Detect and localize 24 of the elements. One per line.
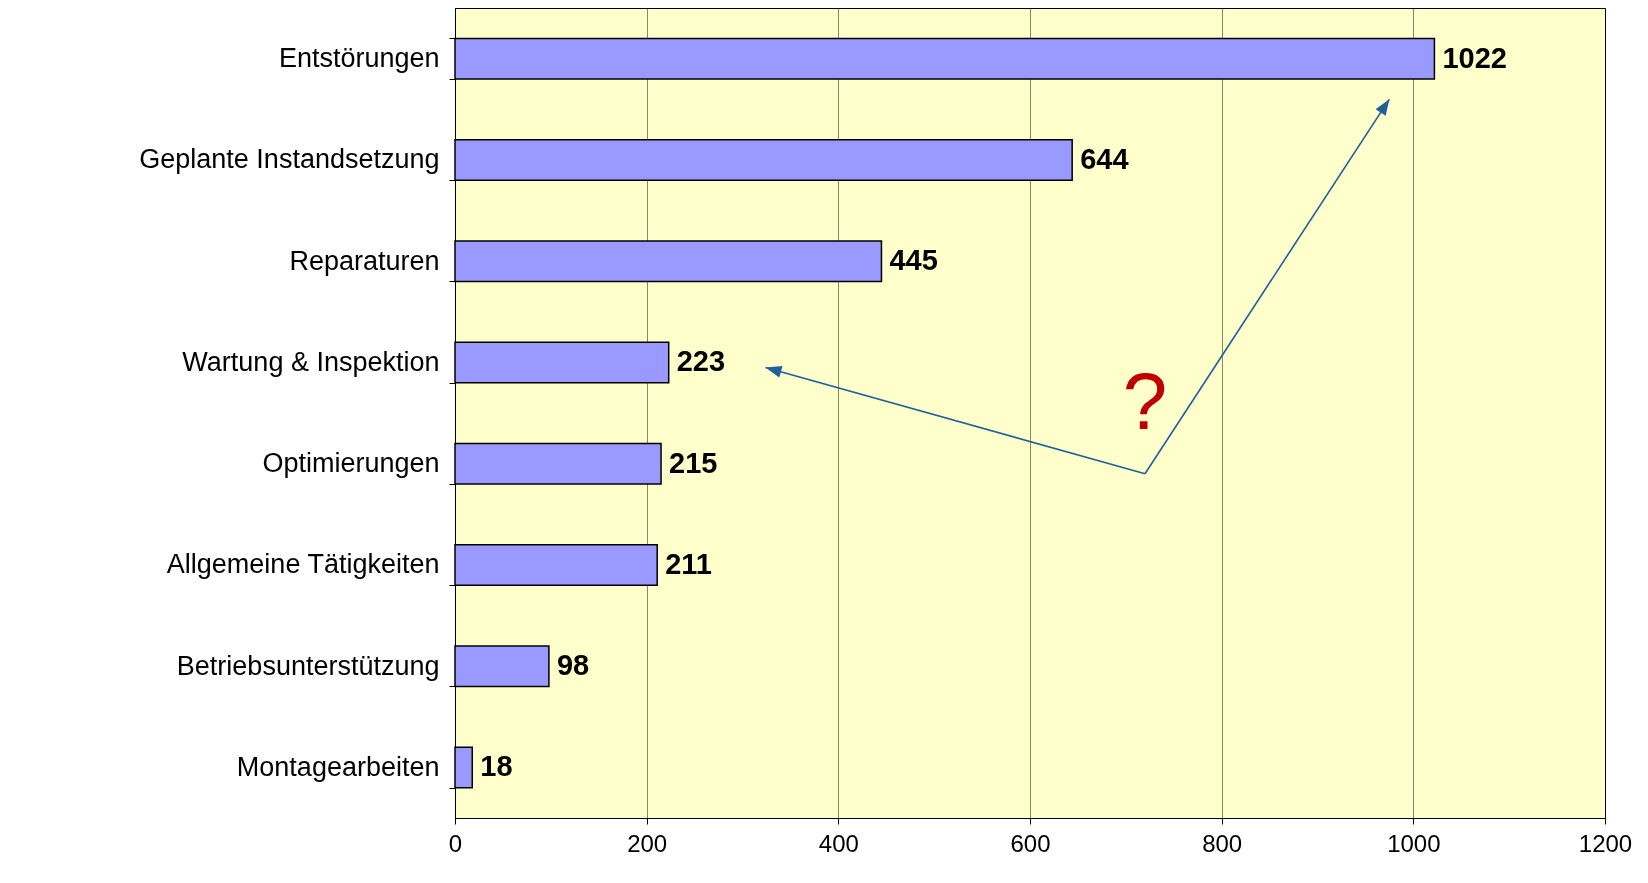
data-label: 215: [669, 446, 718, 479]
y-tick-label: Geplante Instandsetzung: [139, 144, 440, 175]
x-tick-label: 200: [627, 829, 668, 857]
y-tick-label: Wartung & Inspektion: [182, 346, 440, 377]
data-label: 1022: [1442, 41, 1507, 74]
y-tick-label: Allgemeine Tätigkeiten: [166, 549, 440, 580]
y-tick-label: Montagearbeiten: [236, 751, 440, 782]
x-tick-label: 1200: [1578, 829, 1633, 857]
data-label: 98: [556, 649, 590, 682]
data-label: 18: [480, 750, 513, 783]
x-tick-label: 0: [448, 829, 463, 857]
x-tick-label: 1000: [1387, 829, 1441, 857]
x-tick-label: 400: [818, 829, 859, 857]
data-label: 644: [1080, 142, 1129, 175]
y-tick-label: Optimierungen: [262, 448, 440, 479]
data-label: 211: [665, 547, 713, 580]
y-tick-label: Entstörungen: [278, 43, 440, 74]
x-tick-label: 600: [1010, 829, 1051, 857]
data-label: 445: [889, 244, 938, 277]
y-tick-label: Reparaturen: [289, 245, 440, 276]
data-label: 223: [676, 345, 726, 378]
annotation: ?: [1122, 356, 1168, 446]
y-tick-label: Betriebsunterstützung: [176, 650, 440, 681]
x-tick-label: 800: [1202, 829, 1243, 857]
